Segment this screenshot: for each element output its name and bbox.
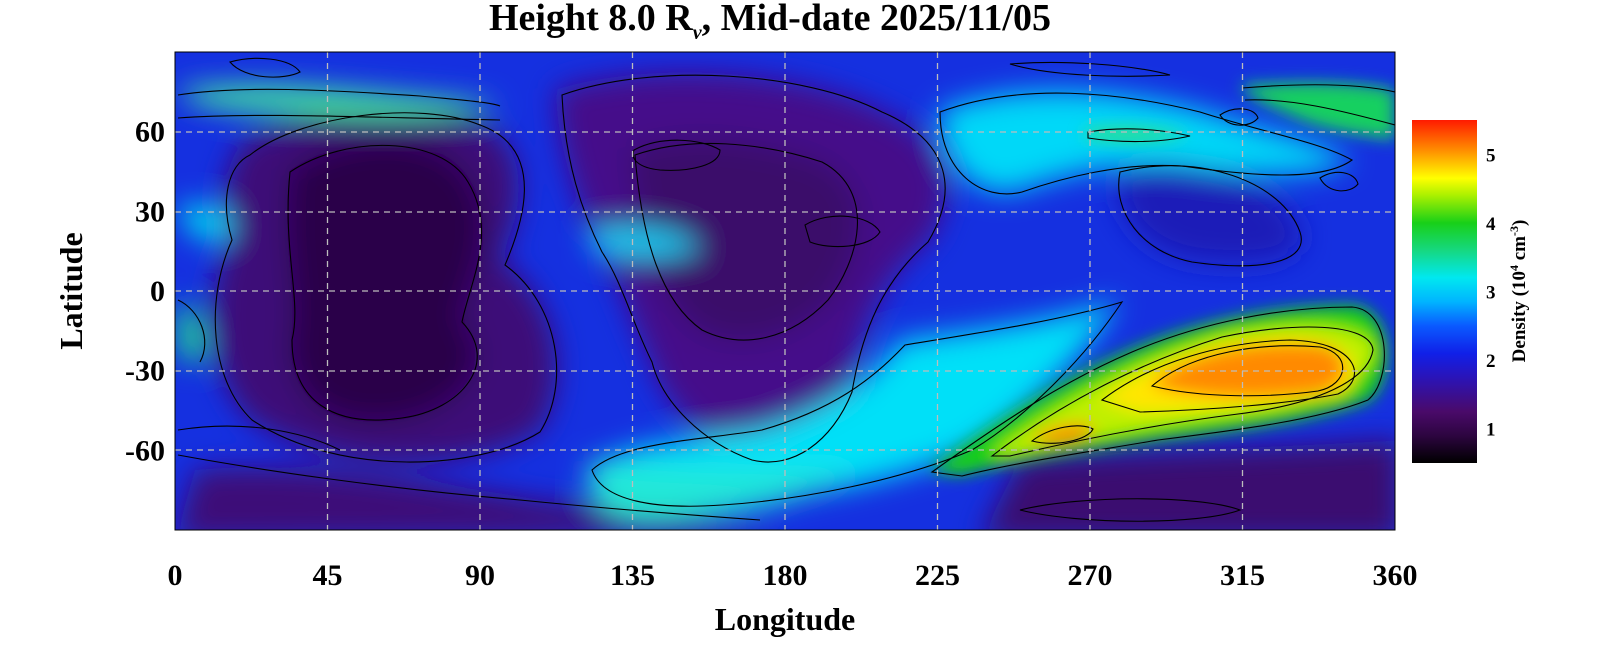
y-tick-label: 0 [150,275,165,308]
x-tick-label: 0 [168,559,183,592]
y-axis-label: Latitude [53,232,89,349]
title-subscript: v [693,22,703,44]
contour-lines [177,57,1395,522]
x-tick-label: 90 [465,559,495,592]
colorbar-tick-label: 2 [1486,351,1496,372]
plot-frame [174,51,1396,531]
colorbar-tick-labels: 1 2 3 4 5 [1486,145,1496,440]
x-tick-label: 135 [610,559,655,592]
y-tick-label: 30 [135,195,165,228]
colorbar-tick-label: 3 [1486,283,1496,304]
x-tick-label: 270 [1068,559,1113,592]
y-tick-label: -60 [125,434,165,467]
grid [175,52,1395,530]
colorbar-gradient [1412,120,1477,463]
colorbar: 1 2 3 4 5 Density (104 cm-3) [1412,120,1530,463]
colorbar-tick-label: 5 [1486,145,1496,166]
colorbar-label: Density (104 cm-3) [1507,220,1530,363]
x-tick-labels: 0 45 90 135 180 225 270 315 360 [168,559,1418,592]
y-tick-labels: 60 30 0 -30 -60 [125,116,165,468]
y-tick-label: 60 [135,116,165,149]
x-tick-label: 180 [763,559,808,592]
chart-title: Height 8.0 Rv, Mid-date 2025/11/05 [489,0,1051,44]
x-tick-label: 45 [313,559,343,592]
x-tick-label: 315 [1220,559,1265,592]
colorbar-tick-label: 1 [1486,420,1496,441]
x-tick-label: 360 [1373,559,1418,592]
y-tick-label: -30 [125,355,165,388]
x-tick-label: 225 [915,559,960,592]
x-axis-label: Longitude [715,601,855,637]
colorbar-tick-label: 4 [1486,214,1496,235]
density-heatmap [175,52,1395,530]
